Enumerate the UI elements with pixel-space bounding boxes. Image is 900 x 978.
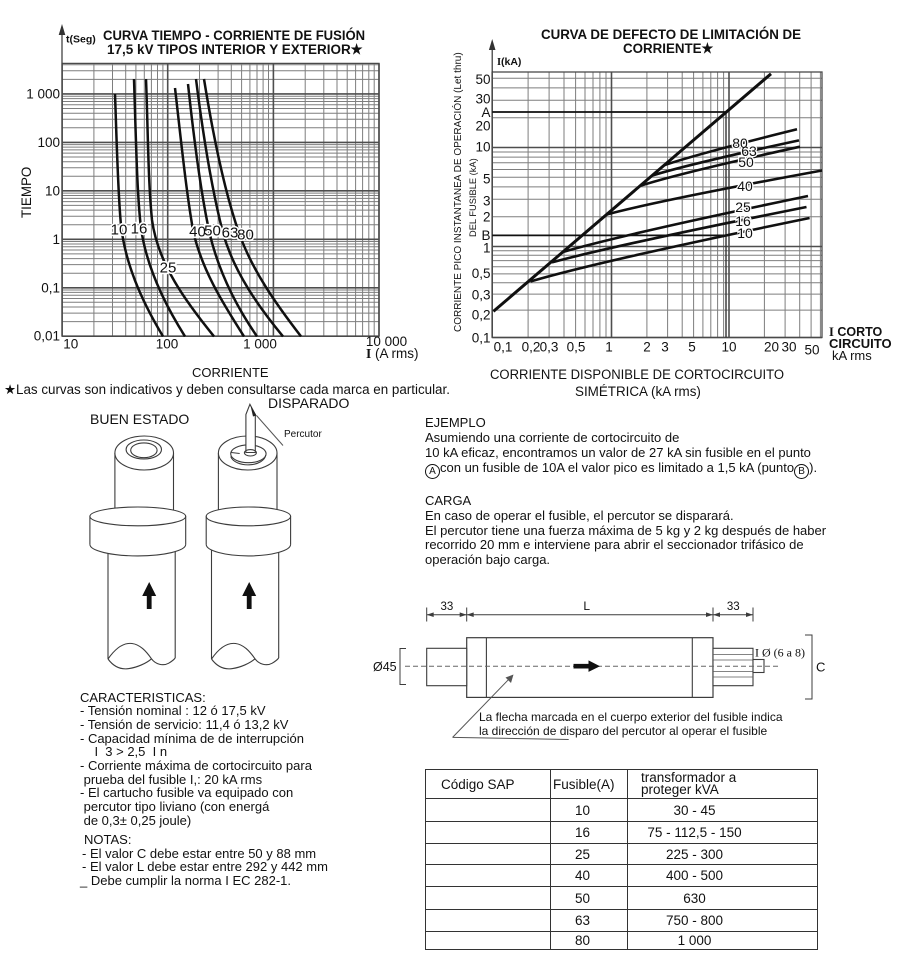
svg-text:5: 5 <box>483 172 491 187</box>
svg-text:40: 40 <box>189 224 206 241</box>
svg-text:0,3: 0,3 <box>540 340 559 355</box>
svg-text:0,2: 0,2 <box>472 308 491 323</box>
svg-text:10: 10 <box>737 225 753 241</box>
svg-text:C: C <box>816 659 825 674</box>
svg-text:L: L <box>583 599 590 613</box>
svg-text:50: 50 <box>204 223 221 240</box>
svg-text:80: 80 <box>732 135 748 151</box>
svg-text:t(Seg): t(Seg) <box>66 34 96 46</box>
svg-text:0,5: 0,5 <box>472 266 491 281</box>
svg-text:63: 63 <box>222 225 239 242</box>
svg-text:3: 3 <box>483 194 491 209</box>
svg-text:63: 63 <box>741 143 757 159</box>
svg-text:33: 33 <box>441 601 454 613</box>
svg-text:0,2: 0,2 <box>522 340 541 355</box>
svg-text:1 000: 1 000 <box>243 337 277 352</box>
svg-text:100: 100 <box>37 135 60 150</box>
svg-text:2: 2 <box>643 340 651 355</box>
svg-text:40: 40 <box>737 178 753 194</box>
svg-text:16: 16 <box>735 213 751 229</box>
svg-text:25: 25 <box>160 260 177 277</box>
svg-text:I: I <box>497 57 501 68</box>
svg-text:(kA): (kA) <box>501 56 521 68</box>
svg-text:1: 1 <box>605 340 613 355</box>
svg-text:2: 2 <box>483 210 491 225</box>
svg-text:80: 80 <box>237 227 254 244</box>
svg-text:80: 80 <box>237 227 254 244</box>
svg-text:33: 33 <box>727 601 740 613</box>
svg-text:20: 20 <box>475 119 490 134</box>
svg-text:50: 50 <box>738 154 754 170</box>
svg-text:0,01: 0,01 <box>34 329 60 344</box>
svg-text:10 000: 10 000 <box>366 334 407 349</box>
svg-text:16: 16 <box>735 213 751 229</box>
svg-text:0,3: 0,3 <box>472 288 491 303</box>
svg-text:10: 10 <box>111 222 128 239</box>
svg-text:10: 10 <box>737 225 753 241</box>
svg-text:I Ø (6 a 8): I Ø (6 a 8) <box>755 645 805 659</box>
svg-text:63: 63 <box>222 225 239 242</box>
svg-text:30: 30 <box>475 92 490 107</box>
svg-text:B: B <box>481 228 490 243</box>
svg-text:50: 50 <box>804 343 819 358</box>
svg-text:20: 20 <box>764 340 779 355</box>
svg-text:10: 10 <box>111 222 128 239</box>
svg-text:1: 1 <box>483 241 491 256</box>
svg-text:25: 25 <box>735 199 751 215</box>
svg-text:0,1: 0,1 <box>494 340 513 355</box>
svg-text:A: A <box>481 105 490 120</box>
svg-text:16: 16 <box>131 221 148 238</box>
svg-text:5: 5 <box>688 340 696 355</box>
svg-text:1: 1 <box>52 232 60 247</box>
svg-text:1 000: 1 000 <box>26 86 60 101</box>
svg-text:0,1: 0,1 <box>472 331 491 346</box>
svg-text:Ø45: Ø45 <box>373 660 397 674</box>
svg-text:40: 40 <box>737 178 753 194</box>
svg-text:10: 10 <box>475 140 490 155</box>
svg-text:25: 25 <box>160 260 177 277</box>
svg-text:10: 10 <box>63 337 78 352</box>
svg-text:50: 50 <box>738 154 754 170</box>
svg-text:50: 50 <box>475 72 490 87</box>
svg-text:100: 100 <box>156 337 179 352</box>
svg-text:40: 40 <box>189 224 206 241</box>
svg-text:0,5: 0,5 <box>567 340 586 355</box>
svg-text:63: 63 <box>741 143 757 159</box>
svg-text:30: 30 <box>781 340 796 355</box>
svg-text:10: 10 <box>45 183 60 198</box>
svg-text:16: 16 <box>131 221 148 238</box>
svg-text:3: 3 <box>661 340 669 355</box>
svg-text:80: 80 <box>732 135 748 151</box>
svg-text:0,1: 0,1 <box>41 280 60 295</box>
svg-text:50: 50 <box>204 223 221 240</box>
svg-text:10: 10 <box>721 340 736 355</box>
svg-text:25: 25 <box>735 199 751 215</box>
